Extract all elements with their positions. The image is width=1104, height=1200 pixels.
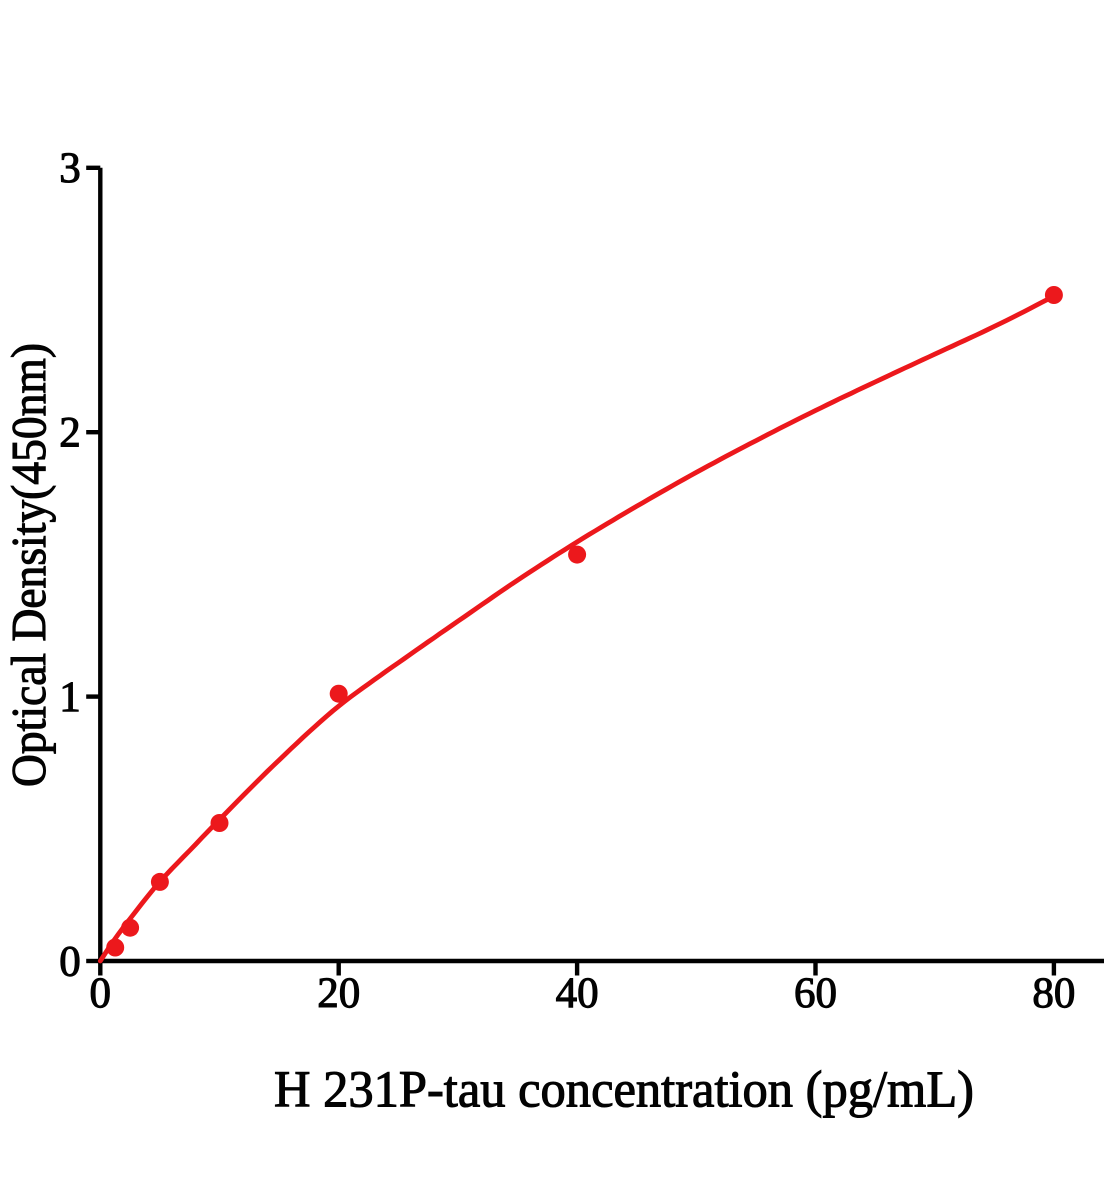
svg-text:2: 2 <box>59 410 81 457</box>
svg-text:H 231P-tau concentration (pg/m: H 231P-tau concentration (pg/mL) <box>274 1061 974 1118</box>
svg-text:3: 3 <box>59 145 81 192</box>
svg-text:60: 60 <box>794 970 837 1017</box>
svg-text:20: 20 <box>317 970 360 1017</box>
svg-text:0: 0 <box>59 938 81 985</box>
svg-text:0: 0 <box>90 970 112 1017</box>
svg-text:1: 1 <box>59 674 81 721</box>
svg-text:80: 80 <box>1032 970 1075 1017</box>
svg-text:40: 40 <box>556 970 599 1017</box>
svg-text:Optical Density(450nm): Optical Density(450nm) <box>1 343 56 787</box>
